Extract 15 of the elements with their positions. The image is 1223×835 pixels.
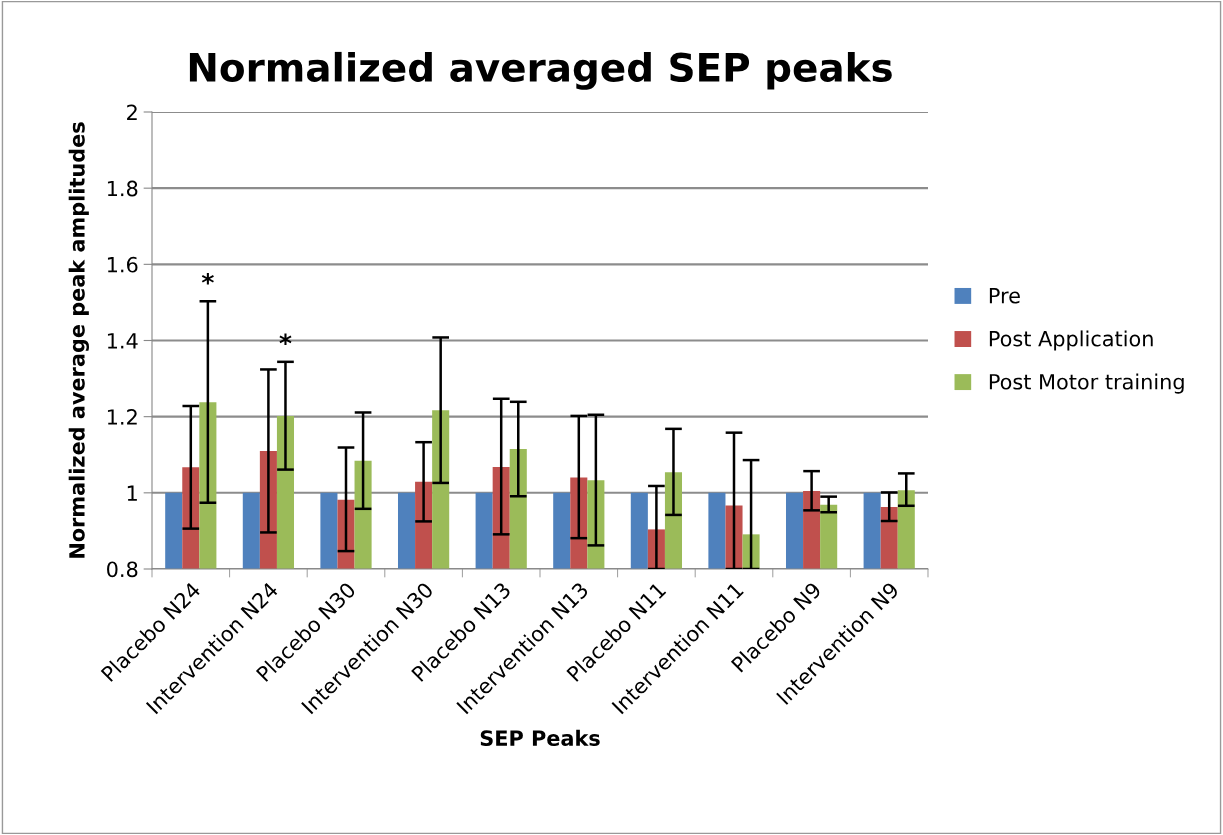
y-axis-title: Normalized average peak amplitudes	[68, 122, 90, 558]
y-tick-label: 1	[127, 485, 137, 501]
y-tick-label: 1.2	[107, 409, 137, 425]
annotation: *	[201, 272, 214, 285]
y-tick-label: 2	[127, 104, 137, 120]
x-axis-title: SEP Peaks	[480, 729, 600, 746]
legend-label: Pre	[989, 287, 1020, 304]
y-tick-label: 1.8	[107, 180, 138, 197]
y-tick-label: 1.4	[107, 333, 138, 349]
y-tick-label: 1.6	[107, 256, 138, 273]
chart-title: Normalized averaged SEP peaks	[189, 51, 892, 90]
y-tick-label: 0.8	[107, 561, 138, 578]
annotation: *	[279, 333, 292, 346]
legend-label: Post Motor training	[989, 373, 1184, 394]
legend-label: Post Application	[989, 330, 1153, 351]
